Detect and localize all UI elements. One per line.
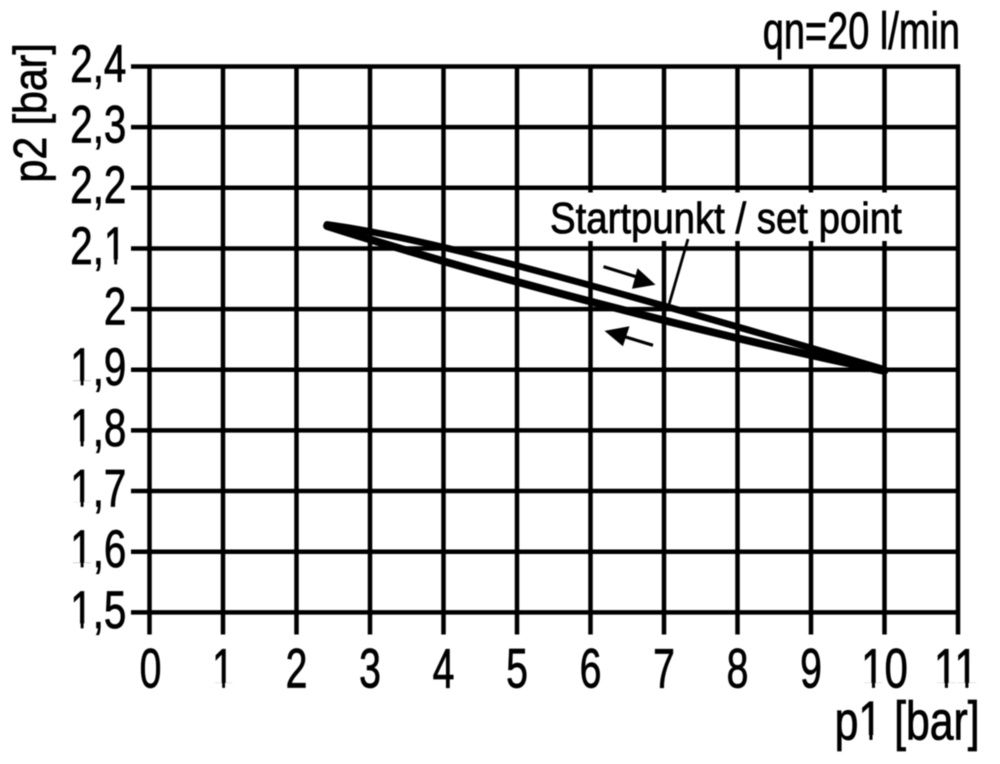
svg-text:2,1: 2,1 (70, 215, 126, 275)
svg-text:p2 [bar]: p2 [bar] (6, 43, 57, 182)
svg-text:3: 3 (359, 638, 381, 701)
svg-text:qn=20 l/min: qn=20 l/min (763, 2, 960, 60)
svg-text:1,7: 1,7 (70, 458, 126, 518)
svg-text:2: 2 (104, 276, 126, 336)
svg-text:6: 6 (580, 638, 602, 701)
svg-text:2,2: 2,2 (70, 155, 126, 215)
svg-text:7: 7 (653, 638, 675, 701)
svg-text:10: 10 (861, 638, 908, 700)
svg-text:11: 11 (934, 637, 978, 700)
svg-text:4: 4 (433, 638, 455, 701)
svg-text:8: 8 (727, 638, 749, 701)
svg-text:9: 9 (800, 638, 822, 701)
svg-text:5: 5 (506, 638, 528, 701)
svg-text:1: 1 (212, 638, 234, 701)
svg-text:2,3: 2,3 (70, 94, 126, 154)
svg-text:1,8: 1,8 (70, 397, 126, 457)
svg-text:1,9: 1,9 (70, 337, 126, 397)
svg-text:2,4: 2,4 (70, 33, 126, 93)
svg-text:0: 0 (140, 638, 162, 701)
svg-text:2: 2 (286, 638, 308, 701)
svg-text:p1 [bar]: p1 [bar] (835, 692, 980, 752)
svg-text:Startpunkt / set point: Startpunkt / set point (550, 194, 902, 243)
svg-text:1,5: 1,5 (70, 579, 126, 639)
svg-text:1,6: 1,6 (70, 519, 126, 579)
